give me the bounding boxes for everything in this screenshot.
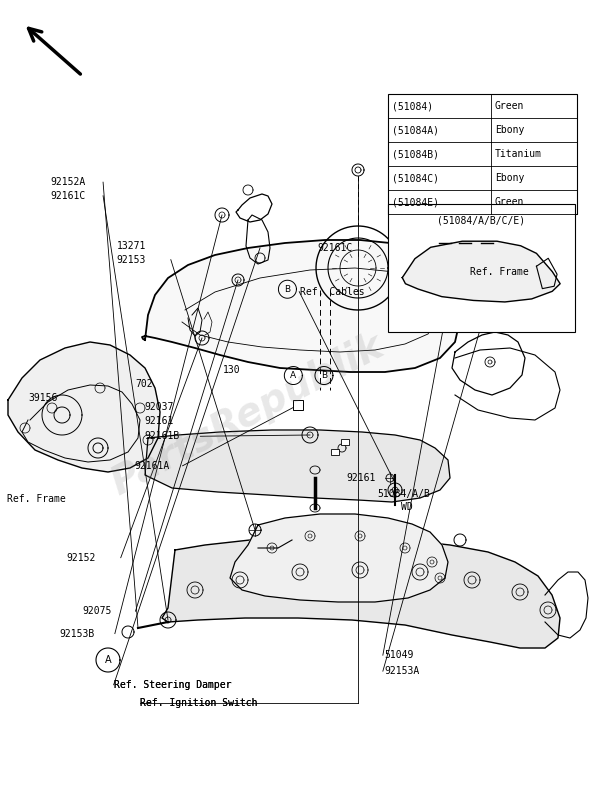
- Text: Ref. Steering Damper: Ref. Steering Damper: [114, 680, 231, 690]
- Text: 92161C: 92161C: [317, 243, 352, 252]
- Text: 92153A: 92153A: [384, 666, 419, 676]
- Text: Ref. Ignition Switch: Ref. Ignition Switch: [140, 698, 257, 708]
- Text: 92161B: 92161B: [144, 431, 180, 441]
- Text: Green: Green: [495, 197, 524, 207]
- Text: (51084E): (51084E): [392, 197, 439, 207]
- Text: Ref. Ignition Switch: Ref. Ignition Switch: [140, 698, 257, 708]
- Text: (51084/A/B/C/E): (51084/A/B/C/E): [437, 216, 525, 226]
- Text: 92161: 92161: [144, 416, 174, 426]
- Polygon shape: [142, 240, 460, 372]
- Text: B: B: [321, 371, 327, 380]
- Text: (51084C): (51084C): [392, 173, 439, 183]
- Text: Titanium: Titanium: [495, 149, 542, 159]
- Text: 51049: 51049: [384, 650, 413, 660]
- Text: 92161A: 92161A: [134, 461, 170, 471]
- Bar: [341, 439, 349, 445]
- Polygon shape: [145, 430, 450, 502]
- Text: 92075: 92075: [82, 606, 112, 616]
- Text: Ref. Cables: Ref. Cables: [300, 287, 365, 296]
- Polygon shape: [162, 538, 560, 648]
- Text: 92161C: 92161C: [50, 191, 85, 201]
- Text: A: A: [290, 371, 296, 380]
- Text: Ref. Steering Damper: Ref. Steering Damper: [114, 680, 231, 690]
- Text: 92161: 92161: [346, 473, 376, 483]
- Bar: [388, 94, 577, 214]
- Text: 51084/A/B: 51084/A/B: [377, 489, 430, 499]
- Bar: [331, 449, 339, 455]
- Polygon shape: [8, 342, 160, 472]
- Polygon shape: [230, 514, 448, 602]
- Bar: [388, 204, 575, 332]
- Polygon shape: [402, 241, 560, 302]
- Text: 92153: 92153: [117, 255, 146, 264]
- Text: Ref. Frame: Ref. Frame: [470, 267, 529, 276]
- Text: 92153B: 92153B: [59, 629, 94, 638]
- Text: (51084): (51084): [392, 101, 433, 111]
- Text: 92152: 92152: [66, 553, 95, 562]
- Text: 92152A: 92152A: [50, 177, 85, 187]
- Text: A: A: [105, 655, 111, 665]
- Text: (51084B): (51084B): [392, 149, 439, 159]
- Text: 39156: 39156: [28, 393, 58, 403]
- Text: 130: 130: [223, 365, 240, 375]
- Text: B: B: [284, 284, 290, 294]
- Text: Green: Green: [495, 101, 524, 111]
- Text: 13271: 13271: [117, 241, 146, 251]
- Text: (51084A): (51084A): [392, 125, 439, 135]
- Bar: [293, 400, 303, 410]
- Text: 92037: 92037: [144, 402, 174, 411]
- Text: PartsRepublik: PartsRepublik: [104, 328, 391, 503]
- Text: Ref. Frame: Ref. Frame: [7, 495, 66, 504]
- Text: WD: WD: [401, 503, 412, 512]
- Text: Ebony: Ebony: [495, 173, 524, 183]
- Text: Ebony: Ebony: [495, 125, 524, 135]
- Text: 702: 702: [135, 379, 153, 388]
